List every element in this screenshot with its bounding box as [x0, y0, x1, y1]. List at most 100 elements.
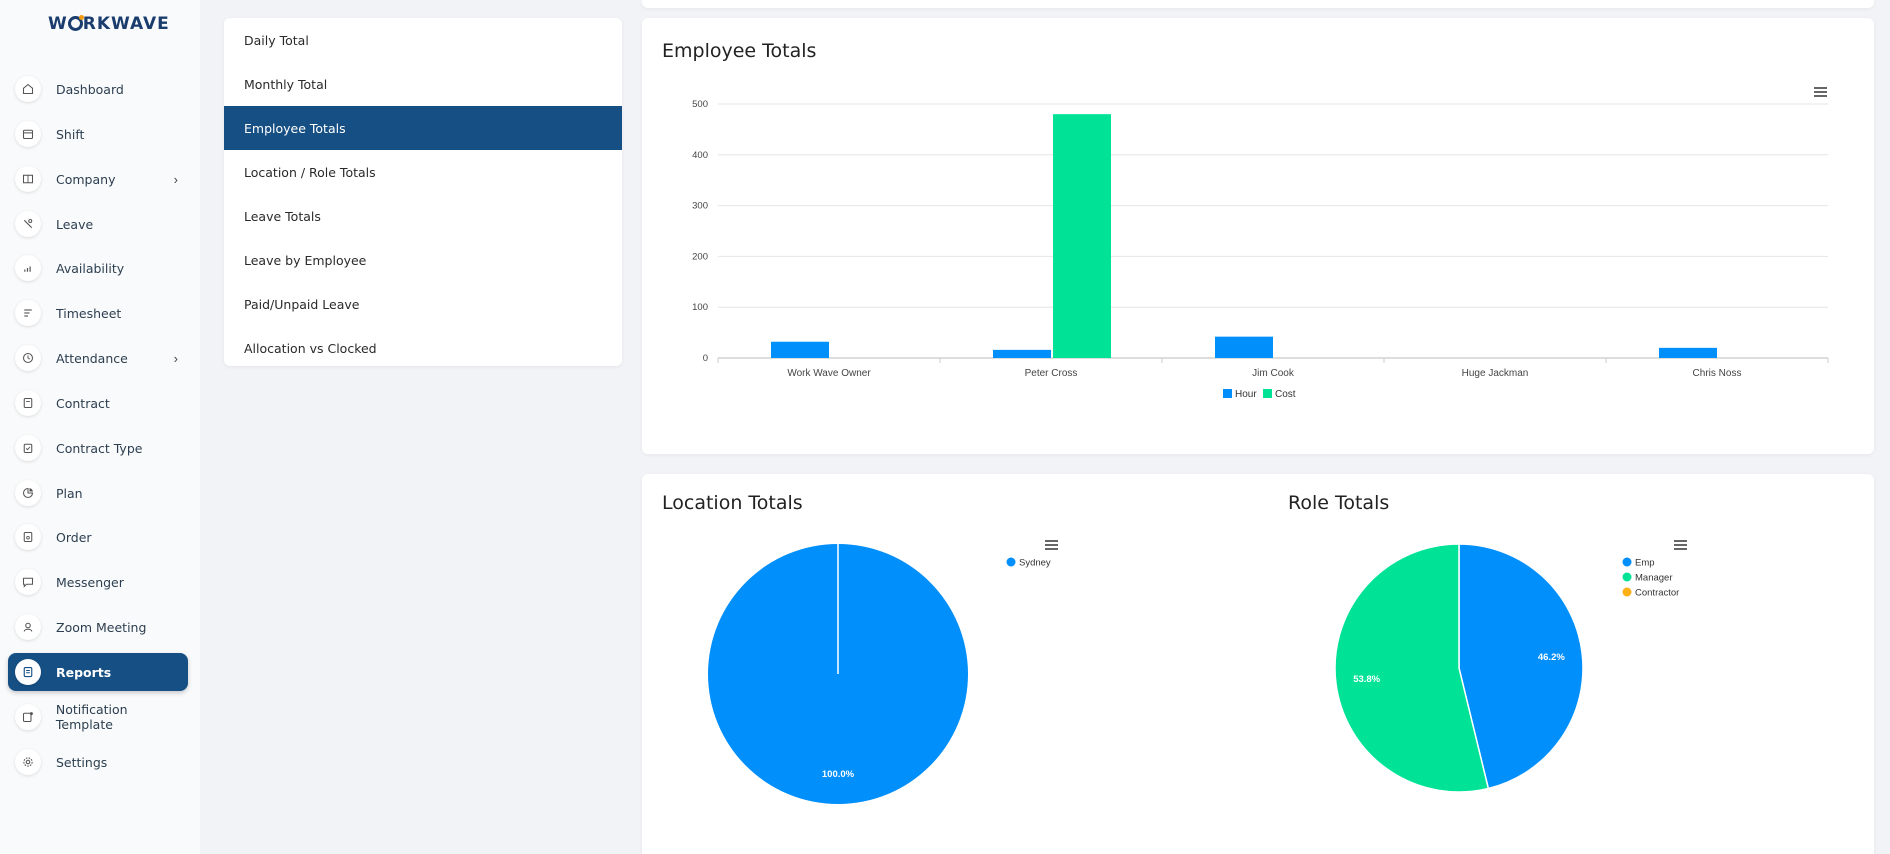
y-tick-label: 500 [692, 99, 708, 110]
logo-o-icon [67, 15, 84, 31]
x-tick-label: Jim Cook [1252, 368, 1295, 379]
sidebar-item-label: Order [56, 529, 92, 545]
y-tick-label: 200 [692, 251, 708, 262]
submenu-item-paid-unpaid-leave[interactable]: Paid/Unpaid Leave [244, 296, 360, 312]
x-tick-label: Work Wave Owner [787, 368, 871, 379]
employee-totals-bar-chart: 0 100 200 300 400 500 Work Wave Owner Peter Cro… [692, 99, 1829, 400]
bar-hour [1659, 347, 1717, 358]
sidebar-item-label: Zoom Meeting [56, 619, 147, 635]
chevron-right-icon: › [173, 172, 178, 187]
sidebar-item-reports[interactable]: Reports [8, 653, 188, 691]
legend-marker [1006, 557, 1016, 567]
sidebar-item-messenger[interactable]: Messenger [8, 563, 188, 601]
sidebar-item-label: Dashboard [56, 81, 124, 97]
sidebar-item-zoom-meeting[interactable]: Zoom Meeting [8, 608, 188, 646]
logo-text-w: W [48, 14, 68, 34]
sidebar-item-availability[interactable]: Availability [8, 249, 188, 287]
sidebar-item-label: Attendance [56, 350, 128, 366]
legend-marker [1223, 389, 1232, 398]
pie-charts: 100.0% Sydney 46.2% 53.8% Emp Manager Contract… [708, 543, 1679, 804]
sidebar-item-label: Plan [56, 485, 83, 501]
lines-icon [15, 300, 41, 326]
bar-hour [993, 349, 1051, 358]
sidebar-item-label: Timesheet [56, 305, 122, 321]
sidebar-item-leave[interactable]: Leave [8, 205, 188, 243]
report-icon [15, 659, 41, 685]
bars-icon [15, 255, 41, 281]
x-tick-label: Huge Jackman [1462, 368, 1529, 379]
pie-slice-emp [1458, 543, 1584, 790]
pie-icon [15, 480, 41, 506]
reports-submenu: Daily Total Monthly Total Employee Totals L… [224, 18, 622, 366]
chart-menu-icon[interactable] [1814, 87, 1827, 97]
sidebar-item-label: Messenger [56, 574, 124, 590]
sidebar-item-attendance[interactable]: Attendance › [8, 339, 188, 377]
y-tick-label: 100 [692, 302, 708, 313]
bar-hour [1215, 336, 1273, 358]
sidebar-item-dashboard[interactable]: Dashboard [8, 70, 188, 108]
legend-label: Manager [1635, 573, 1673, 584]
clock-icon [15, 345, 41, 371]
sidebar-item-notification-template[interactable]: Notification Template [8, 698, 188, 736]
clipboard-icon [15, 435, 41, 461]
logo-text-rest: RKWAVE [82, 14, 170, 34]
sidebar-item-settings[interactable]: Settings [8, 743, 188, 781]
sidebar-item-shift[interactable]: Shift [8, 115, 188, 153]
notification-icon [15, 704, 41, 730]
submenu-item-employee-totals[interactable]: Employee Totals [224, 106, 622, 150]
employee-totals-title: Employee Totals [662, 40, 817, 62]
sidebar-item-order[interactable]: Order [8, 518, 188, 556]
legend-marker [1263, 389, 1272, 398]
gear-icon [15, 749, 41, 775]
sidebar-item-label: Reports [56, 664, 112, 680]
sidebar-item-plan[interactable]: Plan [8, 474, 188, 512]
x-tick-label: Peter Cross [1025, 368, 1078, 379]
legend-marker [1622, 587, 1632, 597]
submenu-item-allocation-vs-clocked[interactable]: Allocation vs Clocked [244, 340, 377, 356]
submenu-item-daily-total[interactable]: Daily Total [244, 32, 309, 48]
building-icon [15, 166, 41, 192]
y-tick-label: 400 [692, 150, 708, 161]
sidebar-item-label: Notification Template [55, 702, 128, 732]
y-tick-label: 0 [703, 353, 708, 364]
location-role-card: Location Totals Role Totals 100.0% Sydney… [642, 474, 1874, 854]
sidebar-item-contract-type[interactable]: Contract Type [8, 429, 188, 467]
sidebar-item-label: Settings [56, 754, 108, 770]
submenu-item-leave-totals[interactable]: Leave Totals [244, 208, 321, 224]
chat-icon [15, 569, 41, 595]
submenu-item-leave-by-employee[interactable]: Leave by Employee [244, 252, 367, 268]
role-totals-title: Role Totals [1288, 492, 1390, 514]
sidebar-item-label: Contract Type [56, 440, 143, 456]
sidebar-item-label: Leave [56, 216, 94, 232]
legend-label: Sydney [1019, 558, 1051, 569]
legend-label: Emp [1635, 558, 1655, 569]
sidebar-item-label: Contract [56, 395, 110, 411]
legend-label: Contractor [1635, 588, 1679, 599]
sidebar-item-company[interactable]: Company › [8, 160, 188, 198]
bar-cost [1053, 114, 1111, 358]
sidebar-item-timesheet[interactable]: Timesheet [8, 294, 188, 332]
employee-totals-card: Employee Totals 0 100 200 300 400 500 Work Wav… [642, 18, 1874, 454]
legend-marker [1622, 572, 1632, 582]
y-tick-label: 300 [692, 201, 708, 212]
app-logo[interactable]: W RKWAVE [48, 14, 170, 34]
sidebar-item-label: Company [56, 171, 116, 187]
order-icon [15, 524, 41, 550]
x-tick-label: Chris Noss [1693, 368, 1742, 379]
pie-data-label: 100.0% [822, 769, 855, 780]
calendar-icon [15, 121, 41, 147]
legend-label: Hour [1235, 389, 1257, 400]
chevron-right-icon: › [173, 351, 178, 366]
legend-label: Cost [1275, 389, 1296, 400]
legend-marker [1622, 557, 1632, 567]
location-chart-menu-icon[interactable] [1045, 540, 1058, 550]
user-icon [15, 614, 41, 640]
contract-icon [15, 390, 41, 416]
sidebar-item-contract[interactable]: Contract [8, 384, 188, 422]
submenu-item-location-role-totals[interactable]: Location / Role Totals [244, 164, 376, 180]
previous-card [642, 0, 1874, 8]
location-totals-title: Location Totals [662, 492, 803, 514]
submenu-item-monthly-total[interactable]: Monthly Total [244, 76, 328, 92]
sidebar-item-label: Availability [56, 260, 125, 276]
role-chart-menu-icon[interactable] [1674, 540, 1687, 550]
